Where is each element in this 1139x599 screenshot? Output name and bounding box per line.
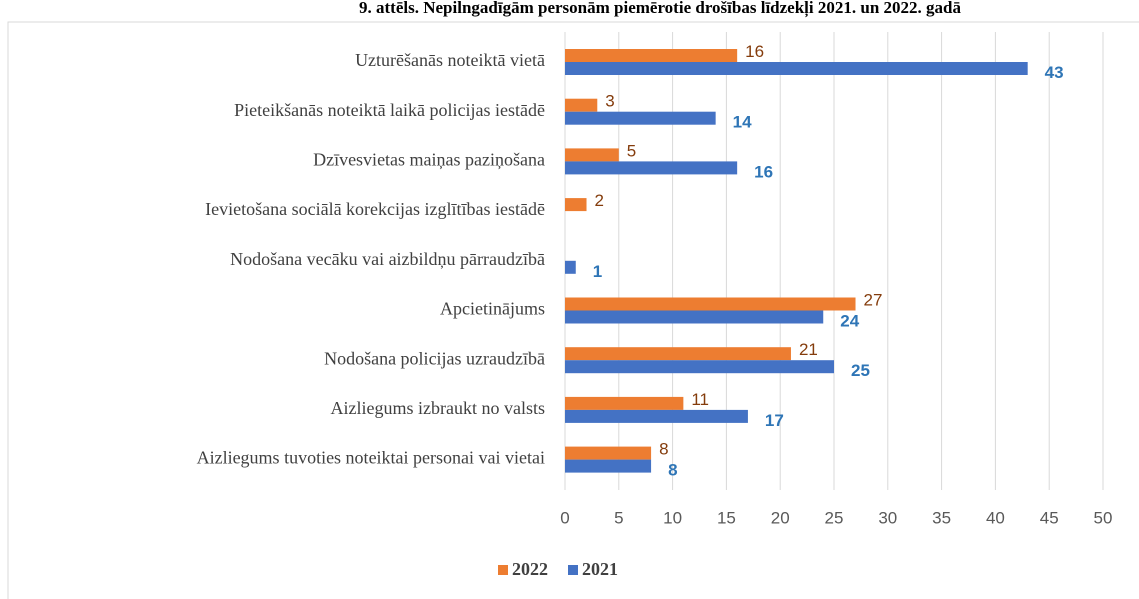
legend-swatch (568, 565, 578, 575)
y-tick-label: Dzīvesvietas maiņas paziņošana (313, 150, 545, 170)
y-tick-label: Uzturēšanās noteiktā vietā (355, 50, 545, 70)
bar (565, 111, 716, 125)
x-tick-label: 25 (825, 508, 844, 527)
bar (565, 49, 738, 62)
y-tick-label: Nodošana policijas uzraudzībā (324, 348, 545, 368)
y-tick-label: Aizliegums tuvoties noteiktai personai v… (197, 448, 545, 468)
bar (565, 446, 652, 460)
data-label: 21 (799, 340, 818, 359)
data-label: 17 (765, 411, 784, 430)
data-label: 43 (1045, 63, 1064, 82)
data-label: 2 (595, 191, 604, 210)
chart-title: 9. attēls. Nepilngadīgām personām piemēr… (359, 0, 961, 18)
data-label: 16 (754, 162, 773, 181)
bar (565, 360, 834, 374)
x-tick-label: 50 (1094, 508, 1113, 527)
bar (565, 409, 748, 423)
data-label: 1 (593, 262, 602, 281)
legend-label: 2022 (512, 559, 548, 579)
legend-label: 2021 (582, 559, 618, 579)
y-tick-label: Nodošana vecāku vai aizbildņu pārraudzīb… (230, 249, 545, 269)
bar (565, 98, 598, 112)
bar (565, 260, 576, 274)
x-tick-label: 40 (986, 508, 1005, 527)
data-label: 16 (745, 42, 764, 61)
bar (565, 347, 791, 361)
x-tick-label: 20 (771, 508, 790, 527)
y-tick-label: Aizliegums izbraukt no valsts (331, 398, 545, 418)
x-tick-label: 10 (663, 508, 682, 527)
data-label: 5 (627, 141, 636, 160)
y-tick-label: Apcietinājums (440, 299, 545, 319)
y-tick-label: Ievietošana sociālā korekcijas izglītība… (205, 199, 545, 219)
data-label: 25 (851, 361, 870, 380)
data-label: 14 (733, 113, 752, 132)
x-tick-label: 45 (1040, 508, 1059, 527)
x-tick-label: 30 (878, 508, 897, 527)
data-label: 27 (864, 290, 883, 309)
bar (565, 161, 738, 175)
data-label: 11 (691, 390, 709, 409)
bar (565, 459, 652, 473)
data-label: 8 (659, 440, 668, 459)
data-label: 8 (668, 461, 677, 480)
data-label: 24 (840, 311, 859, 330)
legend-swatch (498, 565, 508, 575)
x-tick-label: 15 (717, 508, 736, 527)
bar (565, 396, 684, 410)
bar (565, 62, 1028, 75)
data-label: 3 (605, 92, 614, 111)
bar (565, 148, 619, 162)
y-tick-label: Pieteikšanās noteiktā laikā policijas ie… (234, 100, 545, 120)
bar (565, 198, 587, 212)
x-tick-label: 35 (932, 508, 951, 527)
bar (565, 310, 824, 324)
x-tick-label: 0 (560, 508, 569, 527)
bar (565, 297, 856, 311)
x-tick-label: 5 (614, 508, 623, 527)
